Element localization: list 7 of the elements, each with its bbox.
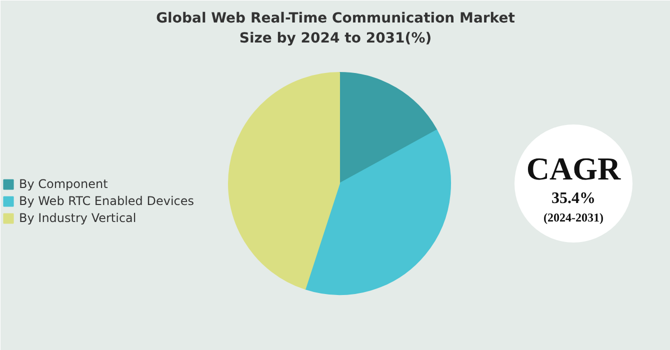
legend-label: By Web RTC Enabled Devices [19, 194, 194, 208]
text: (2024-2031) [544, 210, 604, 224]
legend-label: By Component [19, 177, 108, 191]
text: 35.4% [552, 190, 596, 207]
legend-label: By Industry Vertical [19, 211, 136, 225]
chart-title: Global Web Real-Time Communication Market Size by 2024 to 2031(%) [156, 10, 516, 46]
text: CAGR [526, 150, 622, 186]
